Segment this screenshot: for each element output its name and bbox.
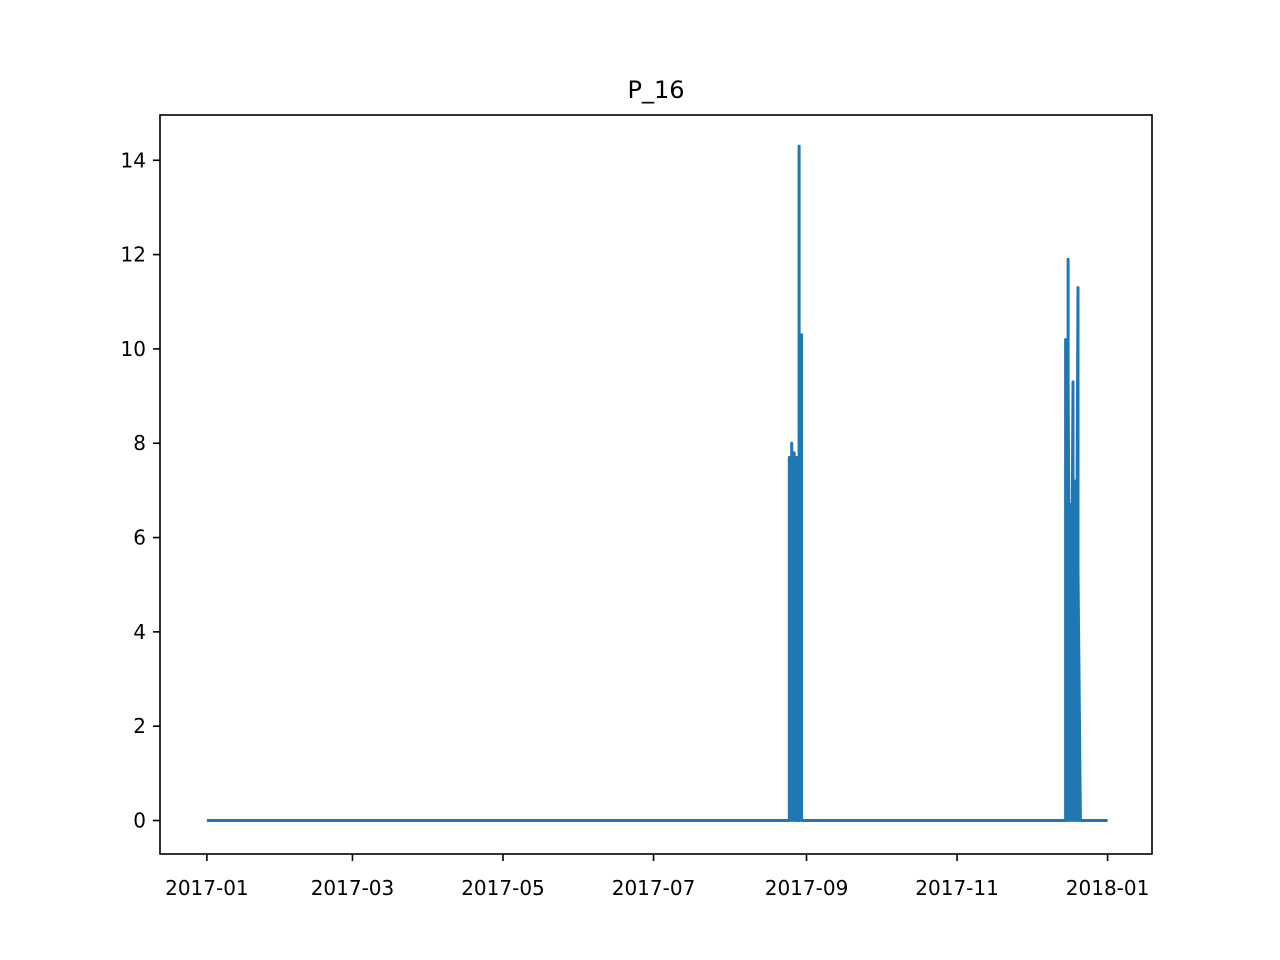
x-tick-label: 2017-01 xyxy=(165,876,249,900)
y-axis-ticks: 0 2 4 6 8 10 12 14 xyxy=(121,148,160,833)
x-tick-label: 2017-07 xyxy=(612,876,696,900)
y-tick-label: 14 xyxy=(121,148,146,172)
y-tick-label: 2 xyxy=(133,714,146,738)
y-tick-label: 12 xyxy=(121,243,146,267)
y-tick-label: 0 xyxy=(133,809,146,833)
chart-title: P_16 xyxy=(627,76,684,104)
x-tick-label: 2018-01 xyxy=(1066,876,1150,900)
series-line xyxy=(206,144,1108,822)
x-tick-label: 2017-09 xyxy=(765,876,849,900)
x-axis-ticks: 2017-01 2017-03 2017-05 2017-07 2017-09 2017-… xyxy=(165,854,1149,900)
x-tick-label: 2017-03 xyxy=(311,876,395,900)
x-tick-label: 2017-11 xyxy=(915,876,999,900)
y-tick-label: 6 xyxy=(133,526,146,550)
y-tick-label: 4 xyxy=(133,620,146,644)
plot-frame xyxy=(159,114,1153,855)
y-tick-label: 8 xyxy=(133,431,146,455)
x-tick-label: 2017-05 xyxy=(461,876,545,900)
y-tick-label: 10 xyxy=(121,337,146,361)
